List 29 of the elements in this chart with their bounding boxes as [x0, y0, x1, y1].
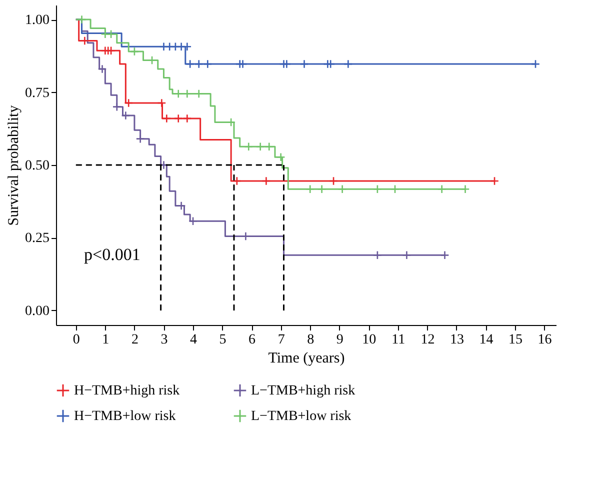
y-tick-label: 1.00 [25, 13, 50, 28]
x-tick-label: 0 [72, 332, 80, 348]
x-tick-label: 1 [102, 332, 110, 348]
legend-label: L−TMB+low risk [251, 409, 352, 424]
legend-label: H−TMB+high risk [74, 383, 180, 398]
x-tick-label: 8 [307, 332, 314, 348]
x-tick-label: 13 [450, 332, 464, 348]
x-tick-label: 4 [190, 332, 197, 348]
y-axis-title: Survival probability [6, 104, 22, 226]
x-tick-label: 9 [336, 332, 344, 348]
x-tick-label: 5 [219, 332, 226, 348]
x-tick-label: 16 [538, 332, 552, 348]
x-tick-label: 11 [392, 332, 406, 348]
x-tick-label: 14 [479, 332, 494, 348]
x-tick-label: 15 [508, 332, 523, 348]
y-tick-label: 0.25 [25, 231, 50, 246]
y-tick-label: 0.00 [25, 304, 50, 319]
x-tick-label: 7 [278, 332, 285, 348]
legend-label: L−TMB+high risk [251, 383, 356, 398]
y-tick-label: 0.75 [25, 86, 50, 101]
x-tick-label: 3 [160, 332, 168, 348]
legend-label: H−TMB+low risk [74, 409, 176, 424]
annotation: p<0.001 [84, 245, 140, 264]
x-tick-label: 2 [131, 332, 138, 348]
x-tick-label: 6 [248, 332, 256, 348]
x-axis-title: Time (years) [268, 350, 345, 366]
y-tick-label: 0.50 [25, 158, 50, 174]
x-tick-label: 10 [362, 332, 376, 348]
x-tick-label: 12 [420, 332, 435, 348]
